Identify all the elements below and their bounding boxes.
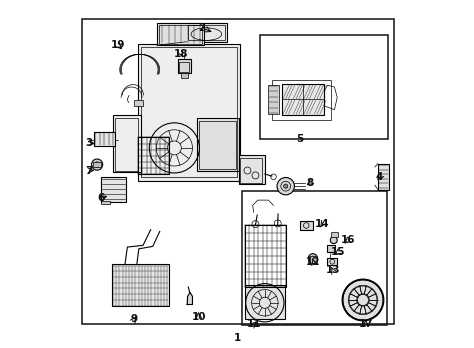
Bar <box>138 44 240 181</box>
Bar <box>93 162 101 167</box>
Text: 16: 16 <box>341 235 356 245</box>
Ellipse shape <box>283 184 288 188</box>
Text: 13: 13 <box>326 265 340 275</box>
Polygon shape <box>187 292 192 304</box>
Bar <box>101 177 126 202</box>
Text: 1: 1 <box>233 333 241 342</box>
Bar <box>134 100 143 106</box>
Bar <box>188 25 225 40</box>
Text: 7: 7 <box>85 166 93 175</box>
Bar <box>141 47 237 177</box>
Text: 5: 5 <box>296 134 303 144</box>
Ellipse shape <box>311 256 315 260</box>
Text: 19: 19 <box>111 40 125 50</box>
Ellipse shape <box>309 254 318 263</box>
Bar <box>138 137 169 174</box>
Bar <box>272 80 331 120</box>
Bar <box>245 225 286 287</box>
Bar <box>113 115 141 172</box>
Text: 2: 2 <box>199 23 206 33</box>
Bar <box>112 264 169 306</box>
Text: 9: 9 <box>131 314 138 324</box>
Bar <box>268 85 279 114</box>
Bar <box>300 221 313 230</box>
Text: 11: 11 <box>246 319 261 329</box>
Bar <box>197 118 239 171</box>
Text: 18: 18 <box>174 49 189 59</box>
Bar <box>327 245 336 252</box>
Bar <box>260 35 388 139</box>
Ellipse shape <box>330 237 337 244</box>
Bar <box>115 118 138 171</box>
Text: 3: 3 <box>85 138 93 148</box>
Bar <box>187 23 227 42</box>
Text: 14: 14 <box>315 220 329 229</box>
Bar <box>242 191 387 325</box>
Bar <box>101 201 110 204</box>
Bar <box>239 155 265 184</box>
Text: 12: 12 <box>306 257 321 267</box>
Bar <box>309 256 318 263</box>
Bar <box>282 84 324 115</box>
Text: 4: 4 <box>376 173 383 182</box>
Bar <box>94 132 115 146</box>
Bar <box>179 62 189 72</box>
Text: 17: 17 <box>358 319 373 329</box>
Bar <box>245 285 285 319</box>
Bar <box>82 19 393 324</box>
Bar <box>199 121 237 169</box>
Ellipse shape <box>342 279 384 321</box>
Bar <box>159 25 202 44</box>
Bar <box>182 73 188 78</box>
Bar <box>240 158 263 183</box>
Text: 8: 8 <box>307 178 314 188</box>
Bar <box>331 232 338 237</box>
Text: 6: 6 <box>98 193 105 203</box>
Bar <box>328 258 337 265</box>
Bar <box>178 59 191 73</box>
Text: 15: 15 <box>331 247 345 257</box>
Text: 10: 10 <box>191 312 206 322</box>
Ellipse shape <box>91 159 103 170</box>
Bar <box>378 164 389 190</box>
Bar <box>157 23 204 45</box>
Ellipse shape <box>277 177 294 195</box>
